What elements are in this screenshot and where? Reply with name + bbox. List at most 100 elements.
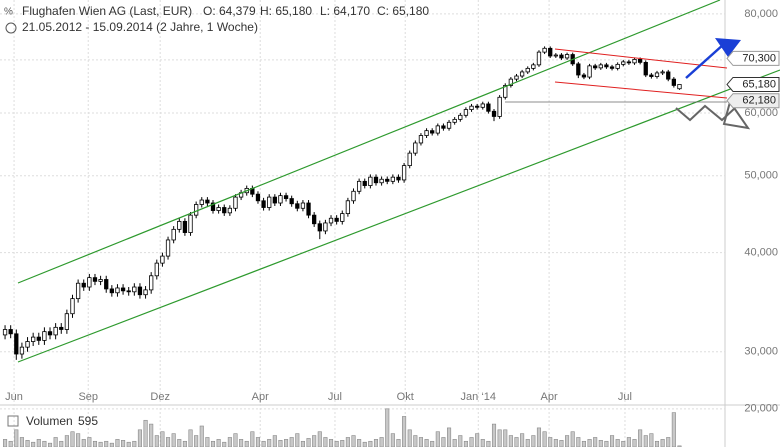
candle-body xyxy=(632,59,637,64)
volume-bar xyxy=(536,427,542,447)
candle-body xyxy=(295,203,300,209)
candle-body xyxy=(104,279,109,290)
volume-bar xyxy=(638,429,643,447)
volume-bar xyxy=(486,440,491,447)
candle-body xyxy=(261,200,266,208)
candle-body xyxy=(81,282,86,288)
candle-body xyxy=(525,67,530,73)
volume-bar xyxy=(137,429,142,447)
volume-bar xyxy=(233,433,238,447)
volume-bar xyxy=(250,431,255,447)
volume-bar xyxy=(520,433,525,447)
volume-bar xyxy=(463,440,468,447)
volume-bar xyxy=(452,439,457,447)
volume-bar xyxy=(328,439,334,447)
volume-bar xyxy=(508,435,513,447)
volume-bar xyxy=(205,437,210,447)
candle-body xyxy=(677,84,682,90)
volume-bar xyxy=(368,440,373,447)
candle-body xyxy=(92,277,98,282)
volume-bar xyxy=(503,429,508,447)
candle-body xyxy=(149,275,154,291)
candle-body xyxy=(109,288,114,294)
volume-bar xyxy=(609,435,615,447)
volume-bar xyxy=(626,437,631,447)
volume-bar xyxy=(171,433,176,447)
volume-bar xyxy=(42,440,47,447)
candle-body xyxy=(53,326,58,336)
volume-bar xyxy=(182,440,187,447)
candle-body xyxy=(666,71,671,80)
candle-body xyxy=(430,130,435,134)
candle-body xyxy=(379,178,384,184)
volume-bar xyxy=(542,431,547,447)
candle-body xyxy=(306,202,311,216)
volume-bar xyxy=(109,442,114,447)
candle-body xyxy=(137,286,143,296)
volume-bar xyxy=(379,437,384,447)
volume-bar xyxy=(469,437,474,447)
volume-bar xyxy=(441,437,446,447)
candle-body xyxy=(317,223,322,232)
volume-icon xyxy=(7,415,19,427)
candle-body xyxy=(396,176,401,181)
header: % Flughafen Wien AG (Last, EUR) O: 64,37… xyxy=(4,4,429,34)
icon: % xyxy=(4,7,13,18)
candle-body xyxy=(227,207,233,214)
ohlc-low: L: 64,170 xyxy=(320,4,370,18)
volume-bar xyxy=(222,441,227,447)
volume-bar xyxy=(402,416,407,447)
volume-bar xyxy=(565,435,570,447)
candle-body xyxy=(126,290,131,293)
volume-bar xyxy=(671,412,676,447)
candle-body xyxy=(171,228,176,241)
volume-bar xyxy=(334,440,339,447)
candle-body xyxy=(351,190,356,202)
candle-body xyxy=(216,207,221,211)
volume-bar xyxy=(491,423,497,447)
volume-bar xyxy=(677,445,682,447)
candle-body xyxy=(75,282,81,300)
candle-body xyxy=(115,287,120,294)
candle-body xyxy=(643,61,648,76)
x-tick-label: Jan ‘14 xyxy=(461,391,496,403)
price-label: 62,180 xyxy=(742,95,776,107)
ohlc-high: H: 65,180 xyxy=(260,4,312,18)
candle-body xyxy=(486,103,491,112)
channel-lower xyxy=(17,69,780,363)
candle-body xyxy=(390,176,395,182)
volume-bar xyxy=(166,437,171,447)
candle-body xyxy=(31,336,36,342)
candle-body xyxy=(160,255,165,264)
y-tick-label: 60,000 xyxy=(744,107,778,119)
chart-subtitle: 21.05.2012 - 15.09.2014 (2 Jahre, 1 Woch… xyxy=(22,20,258,34)
candle-body xyxy=(272,196,277,204)
volume-bar xyxy=(357,439,362,447)
volume-bar xyxy=(188,429,193,447)
volume-bar xyxy=(666,437,671,447)
volume-last: 595 xyxy=(78,414,98,428)
candle-body xyxy=(199,199,204,205)
candle-body xyxy=(64,313,70,330)
candle-body xyxy=(182,220,188,233)
volume-bar xyxy=(210,440,216,447)
volume-bar xyxy=(621,440,626,447)
volume-bar xyxy=(447,427,452,447)
ohlc-close: C: 65,180 xyxy=(377,4,429,18)
candle-body xyxy=(36,336,41,341)
volume-bar xyxy=(312,435,317,447)
volume-bar xyxy=(340,440,345,447)
volume-bar xyxy=(649,433,654,447)
y-tick-label: 40,000 xyxy=(744,247,778,259)
candle-body xyxy=(143,289,148,296)
up-arrow xyxy=(685,43,725,79)
y-tick-label: 30,000 xyxy=(744,346,778,358)
volume-bar xyxy=(525,439,530,447)
volume-bar xyxy=(458,435,463,447)
volume-bar xyxy=(390,433,395,447)
candle-body xyxy=(559,54,564,59)
y-tick-label: 80,000 xyxy=(744,8,778,20)
volume-bar xyxy=(497,429,502,447)
candle-body xyxy=(373,176,379,184)
candle-body xyxy=(177,220,182,230)
